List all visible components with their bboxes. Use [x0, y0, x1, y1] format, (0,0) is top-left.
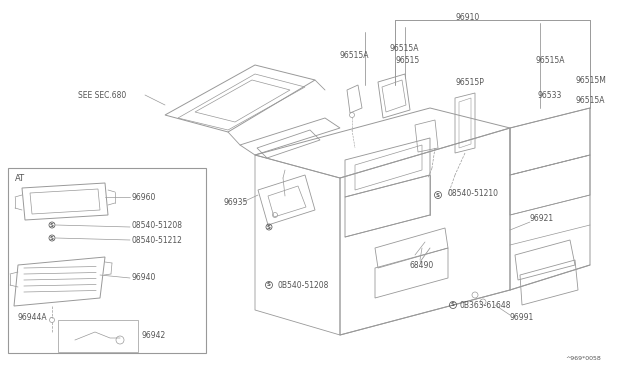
Text: S: S — [436, 192, 440, 198]
Text: S: S — [451, 302, 455, 308]
Text: ^969*0058: ^969*0058 — [565, 356, 601, 360]
Text: 96940: 96940 — [132, 273, 156, 282]
Text: 68490: 68490 — [410, 260, 435, 269]
Text: 96515A: 96515A — [340, 51, 369, 60]
Text: 96935: 96935 — [223, 198, 248, 206]
Text: 0B540-51208: 0B540-51208 — [277, 280, 328, 289]
Text: 96944A: 96944A — [18, 312, 47, 321]
Text: 08540-51210: 08540-51210 — [447, 189, 498, 198]
Bar — [58, 320, 138, 352]
Text: S: S — [50, 222, 54, 228]
Text: 96533: 96533 — [538, 90, 563, 99]
Text: 96515M: 96515M — [575, 76, 606, 84]
Text: 08540-51208: 08540-51208 — [132, 221, 183, 230]
Text: 0B363-61648: 0B363-61648 — [460, 301, 511, 310]
Bar — [8, 168, 206, 353]
Text: S: S — [267, 282, 271, 288]
Text: 96991: 96991 — [510, 314, 534, 323]
Text: 96921: 96921 — [530, 214, 554, 222]
Text: S: S — [267, 224, 271, 230]
Text: AT: AT — [15, 173, 25, 183]
Text: 96515P: 96515P — [455, 77, 484, 87]
Text: S: S — [50, 235, 54, 241]
Text: 96515A: 96515A — [390, 44, 419, 52]
Text: 08540-51212: 08540-51212 — [132, 235, 183, 244]
Text: 96910: 96910 — [455, 13, 479, 22]
Text: 96515: 96515 — [395, 55, 419, 64]
Text: 96515A: 96515A — [535, 55, 564, 64]
Text: 96515A: 96515A — [575, 96, 605, 105]
Text: 96942: 96942 — [142, 331, 166, 340]
Text: SEE SEC.680: SEE SEC.680 — [78, 90, 126, 99]
Text: 96960: 96960 — [132, 192, 156, 202]
